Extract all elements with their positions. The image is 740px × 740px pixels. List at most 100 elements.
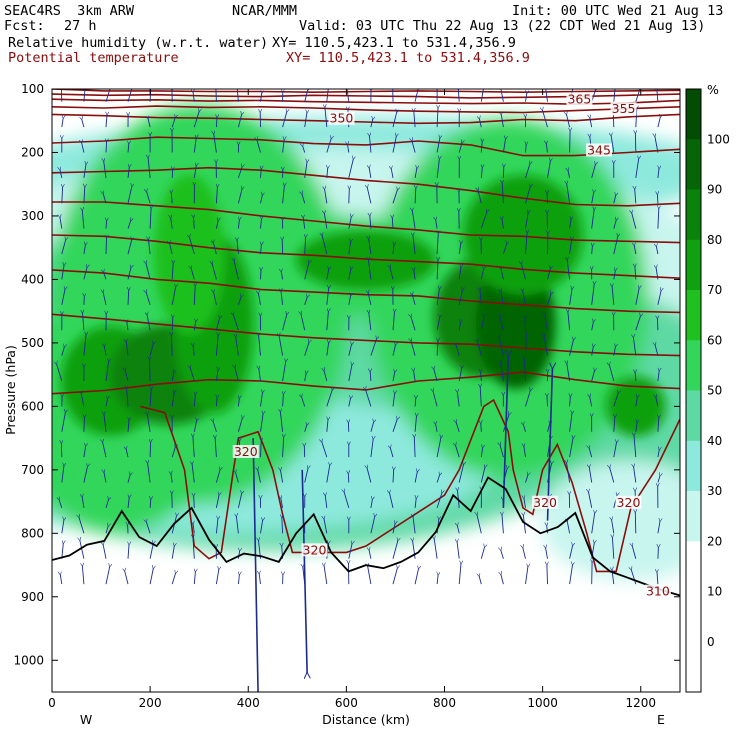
wind-vector xyxy=(458,323,460,331)
wind-vector xyxy=(481,142,482,153)
wind-vector xyxy=(260,393,263,407)
wind-vector xyxy=(83,446,86,458)
wind-vector xyxy=(502,244,506,255)
wind-vector xyxy=(433,391,438,407)
wind-vector xyxy=(655,345,659,356)
wind-vector xyxy=(570,131,571,153)
wind-vector xyxy=(233,315,239,331)
theta-label-bg xyxy=(610,102,637,116)
wind-vector xyxy=(589,492,593,508)
colorbar-swatch xyxy=(686,390,701,442)
wind-vector xyxy=(502,139,505,153)
wind-vector xyxy=(172,170,173,178)
wind-vector xyxy=(215,470,220,483)
wind-vector xyxy=(370,216,371,229)
wind-vector xyxy=(547,396,548,407)
wind-vector xyxy=(414,569,418,585)
wind-vector xyxy=(61,240,66,255)
wind-vector xyxy=(128,290,129,305)
wind-vector xyxy=(480,291,481,305)
wind-vector xyxy=(303,218,306,229)
wind-vector xyxy=(104,415,107,432)
theta-label: 365 xyxy=(567,92,591,107)
wind-vector xyxy=(458,90,459,102)
wind-vector xyxy=(412,295,416,305)
wind-vector xyxy=(83,335,86,356)
wind-vector xyxy=(234,261,239,280)
wind-vector xyxy=(324,214,328,229)
wind-vector xyxy=(125,571,129,585)
wind-vector xyxy=(326,288,329,305)
wind-vector xyxy=(349,189,350,204)
wind-vector xyxy=(613,196,616,204)
wind-vector xyxy=(457,526,460,534)
wind-vector xyxy=(591,284,595,305)
wind-vector xyxy=(326,312,329,331)
wind-vector xyxy=(348,398,351,407)
colorbar-unit: % xyxy=(707,82,719,97)
wind-vector xyxy=(346,89,350,102)
theta-label: 350 xyxy=(330,111,354,126)
colorbar-swatch xyxy=(686,541,701,593)
wind-vector xyxy=(391,169,394,178)
wind-vector xyxy=(635,267,636,280)
wind-vector xyxy=(82,120,85,128)
wind-vector xyxy=(213,243,217,255)
humidity-band xyxy=(540,460,680,581)
wind-vector xyxy=(436,159,439,178)
wind-vector xyxy=(260,414,264,432)
wind-vector xyxy=(148,119,151,128)
wind-vector xyxy=(634,436,637,458)
wind-vector xyxy=(635,373,636,382)
wind-vector xyxy=(193,524,194,534)
wind-vector xyxy=(569,414,572,432)
wind-vector xyxy=(411,341,416,356)
wind-vector xyxy=(216,187,217,204)
wind-vector xyxy=(327,420,328,432)
wind-vector xyxy=(436,493,442,509)
wind-vector xyxy=(656,247,659,255)
theta-contours xyxy=(52,89,680,573)
wind-vector xyxy=(215,318,219,331)
x-axis: 0 200 400 600 800 1000 1200 xyxy=(48,89,656,710)
fcst-label: Fcst: xyxy=(4,18,45,34)
wind-vector xyxy=(502,183,503,204)
wind-vector xyxy=(128,545,129,559)
wind-vector xyxy=(477,515,482,534)
wind-vector xyxy=(282,112,287,128)
wind-vector xyxy=(437,260,438,280)
wind-vector xyxy=(282,315,287,331)
wind-vector xyxy=(414,90,418,102)
wind-vector xyxy=(436,438,441,458)
wind-vector xyxy=(260,521,263,534)
wind-vector xyxy=(81,394,85,407)
wind-vector xyxy=(569,438,573,458)
wind-vector xyxy=(390,448,394,458)
wind-vector xyxy=(304,91,308,102)
theta-contour-line xyxy=(140,398,680,573)
wind-vector xyxy=(437,233,438,255)
wind-vector xyxy=(635,423,637,432)
wind-vector xyxy=(545,89,548,102)
wind-vector xyxy=(148,240,151,255)
y-axis: 100 200 300 400 500 600 700 800 900 1000 xyxy=(13,82,680,667)
wind-vector xyxy=(525,233,528,255)
wind-vector xyxy=(613,220,616,229)
wind-vector xyxy=(613,393,618,407)
wind-vector xyxy=(127,389,129,407)
wind-vector xyxy=(237,297,241,305)
wind-vector xyxy=(304,425,307,432)
wind-vector xyxy=(568,171,571,178)
wind-vector xyxy=(458,267,461,280)
wind-vector xyxy=(281,470,284,483)
wind-vector xyxy=(589,448,593,458)
wind-vector xyxy=(480,89,484,102)
wind-vector xyxy=(326,139,331,153)
wind-vector xyxy=(259,369,261,382)
wind-vector xyxy=(480,316,484,331)
valid-label: Valid: 03 UTC Thu 22 Aug 13 (22 CDT Wed … xyxy=(299,18,706,34)
theta-contour-labels: 365 355 350 345 320 320 320 320 310 xyxy=(232,92,671,599)
wind-vector xyxy=(171,218,173,229)
wind-vector xyxy=(414,437,415,458)
